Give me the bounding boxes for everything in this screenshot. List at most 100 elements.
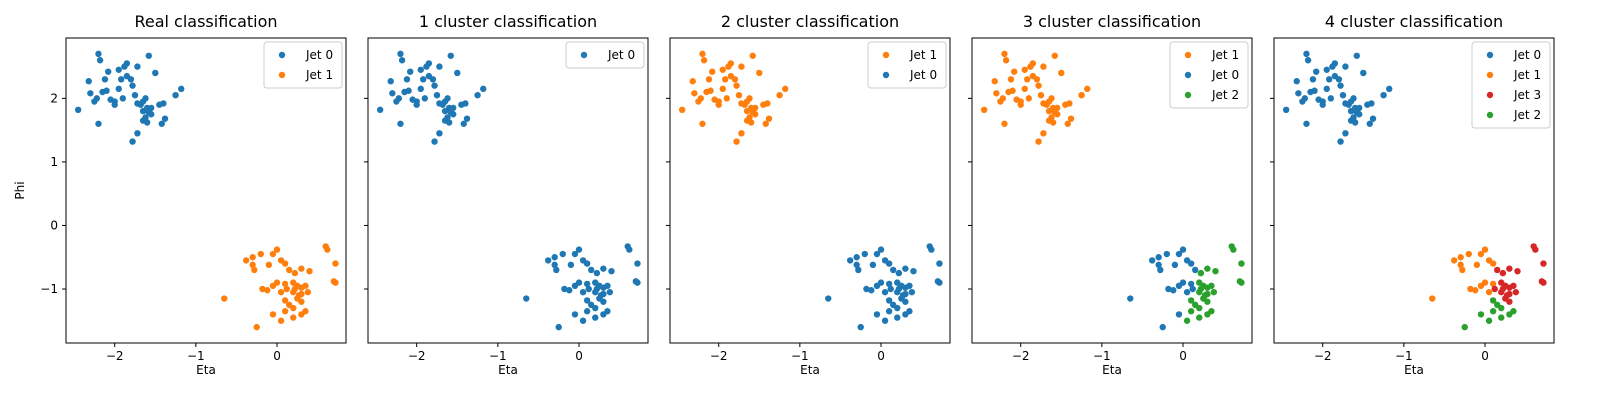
data-point [1386, 85, 1393, 93]
data-point [306, 267, 313, 275]
data-point [894, 304, 901, 312]
x-tick-label: 0 [273, 349, 281, 363]
data-point [259, 285, 266, 293]
data-point [1230, 246, 1237, 253]
data-point [281, 260, 289, 267]
data-point [403, 76, 411, 83]
data-point [735, 91, 743, 99]
data-point [1084, 85, 1091, 93]
data-point [1489, 260, 1497, 267]
data-point [1064, 120, 1071, 127]
data-point [555, 323, 562, 331]
data-point [158, 120, 165, 127]
data-point [1051, 52, 1058, 59]
legend-label: Jet 0 [305, 48, 333, 62]
data-point [105, 68, 112, 75]
x-tick-label: −2 [710, 349, 728, 363]
legend-marker [1486, 91, 1494, 99]
data-point [571, 282, 579, 290]
data-point [1204, 311, 1211, 318]
panel-title: Real classification [134, 12, 277, 31]
data-point [1510, 282, 1517, 290]
data-point [257, 250, 264, 258]
legend-label: Jet 2 [1513, 108, 1541, 122]
data-point [1001, 50, 1008, 58]
data-point [1054, 111, 1061, 118]
data-point [249, 254, 256, 261]
data-point [1506, 311, 1513, 318]
data-point [1498, 288, 1505, 296]
data-point [1327, 95, 1335, 102]
data-point [561, 285, 568, 293]
data-point [398, 57, 406, 64]
data-point [553, 266, 560, 274]
data-point [1009, 87, 1016, 94]
data-point [1127, 295, 1134, 302]
data-point [719, 85, 726, 93]
data-point [727, 60, 735, 67]
data-point [324, 246, 331, 253]
data-point [463, 115, 471, 122]
x-axis-label: Eta [498, 363, 518, 377]
plot-frame [1273, 37, 1555, 344]
legend-label: Jet 0 [607, 48, 635, 62]
x-tick-label: 0 [1179, 349, 1187, 363]
data-point [575, 246, 583, 253]
legend-marker [882, 51, 890, 59]
data-point [1045, 107, 1053, 115]
data-point [853, 254, 860, 261]
data-point [523, 295, 530, 302]
data-point [1025, 95, 1033, 102]
data-point [583, 260, 591, 267]
data-point [571, 250, 579, 258]
data-point [600, 265, 607, 272]
data-point [397, 120, 404, 127]
data-point [1512, 288, 1520, 296]
data-point [1337, 138, 1344, 145]
data-point [425, 60, 433, 67]
panel-4: 3 cluster classification −2 −1 0 Eta Jet 1 Jet… [968, 12, 1253, 377]
panel-1: Real classification −2 −1 0 −1 0 1 2 Eta Jet 0 Jet… [40, 12, 347, 377]
data-point [1017, 101, 1024, 108]
data-point [1197, 269, 1205, 277]
data-point [1489, 308, 1497, 315]
data-point [1189, 285, 1196, 293]
data-point [765, 115, 773, 122]
x-tick-label: −1 [791, 349, 809, 363]
legend-marker [278, 51, 286, 59]
data-point [454, 69, 461, 77]
data-point [902, 298, 909, 305]
data-point [1078, 91, 1085, 99]
data-point [281, 297, 289, 304]
x-tick-label: 0 [1481, 349, 1489, 363]
data-point [417, 66, 424, 73]
panel-title: 2 cluster classification [721, 12, 899, 31]
data-point [1029, 60, 1037, 67]
data-point [752, 111, 759, 118]
data-point [894, 314, 901, 321]
data-point [997, 98, 1004, 105]
plot-frame [367, 37, 649, 344]
data-point [585, 285, 592, 293]
data-point [743, 107, 751, 115]
data-point [857, 323, 864, 331]
data-point [1001, 120, 1008, 127]
data-point [1303, 120, 1310, 127]
data-point [1159, 323, 1166, 331]
data-point [277, 317, 285, 324]
data-point [705, 76, 713, 83]
panel-title: 3 cluster classification [1023, 12, 1201, 31]
data-point [1472, 287, 1479, 294]
data-point [695, 98, 702, 105]
data-point [1498, 304, 1505, 312]
data-point [691, 90, 698, 97]
data-point [387, 78, 394, 85]
data-point [127, 76, 135, 83]
data-point [1179, 246, 1187, 253]
data-point [85, 78, 92, 85]
data-point [1183, 288, 1191, 296]
data-point [444, 95, 451, 102]
data-point [145, 52, 152, 59]
data-point [1457, 254, 1464, 261]
data-point [632, 278, 640, 285]
